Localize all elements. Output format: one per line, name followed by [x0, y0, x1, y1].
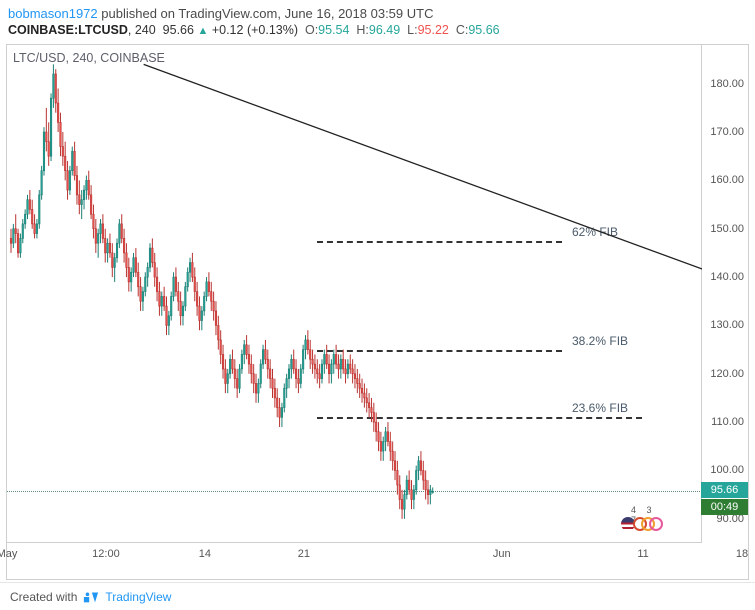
countdown-tag: 00:49 — [701, 499, 748, 515]
footer-text: Created with — [10, 590, 77, 604]
x-tick-label: 11 — [637, 548, 648, 560]
y-tick-label: 160.00 — [710, 174, 744, 186]
x-tick-label: 12:00 — [92, 548, 120, 560]
y-tick-label: 140.00 — [710, 271, 744, 283]
up-arrow-icon: ▲ — [197, 25, 208, 37]
ohlc-low: 95.22 — [418, 23, 449, 37]
y-tick-label: 180.00 — [710, 78, 744, 90]
author-link[interactable]: bobmason1972 — [8, 6, 98, 21]
symbol: COINBASE:LTCUSD — [8, 23, 128, 37]
ohlc-high: 96.49 — [369, 23, 400, 37]
x-tick-label: 21 — [298, 548, 310, 560]
y-axis[interactable]: 90.00100.00110.00120.00130.00140.00150.0… — [701, 45, 748, 543]
cycle-rings-icon[interactable]: 4 3 7 — [627, 515, 667, 535]
y-tick-label: 130.00 — [710, 319, 744, 331]
y-tick-label: 110.00 — [711, 416, 744, 428]
candlestick-series — [7, 45, 702, 543]
publish-meta: published on TradingView.com, June 16, 2… — [101, 6, 433, 21]
tradingview-link[interactable]: TradingView — [105, 590, 171, 604]
footer: Created with TradingView — [0, 582, 755, 610]
tradingview-logo-icon — [83, 589, 99, 605]
change-abs: +0.12 — [212, 23, 244, 37]
y-tick-label: 150.00 — [710, 223, 744, 235]
x-tick-label: 14 — [199, 548, 211, 560]
x-axis[interactable]: May12:001421Jun111812:00 — [7, 542, 702, 579]
last-price-tag: 95.66 — [701, 482, 748, 498]
plot-area[interactable]: LTC/USD, 240, COINBASE 62% FIB38.2% FIB2… — [7, 45, 702, 543]
publish-header: bobmason1972 published on TradingView.co… — [0, 0, 755, 23]
x-tick-label: May — [0, 548, 17, 560]
ohlc-open: 95.54 — [318, 23, 349, 37]
ohlc-close: 95.66 — [468, 23, 499, 37]
x-tick-label: Jun — [493, 548, 511, 560]
interval: 240 — [135, 23, 156, 37]
y-tick-label: 120.00 — [710, 368, 744, 380]
x-tick-label: 18 — [736, 548, 748, 560]
ticker-bar: COINBASE:LTCUSD, 240 95.66 ▲ +0.12 (+0.1… — [0, 23, 755, 41]
change-pct: (+0.13%) — [247, 23, 298, 37]
last-price: 95.66 — [163, 23, 194, 37]
y-tick-label: 170.00 — [710, 126, 744, 138]
y-tick-label: 100.00 — [710, 464, 744, 476]
chart-container[interactable]: LTC/USD, 240, COINBASE 62% FIB38.2% FIB2… — [6, 44, 749, 580]
